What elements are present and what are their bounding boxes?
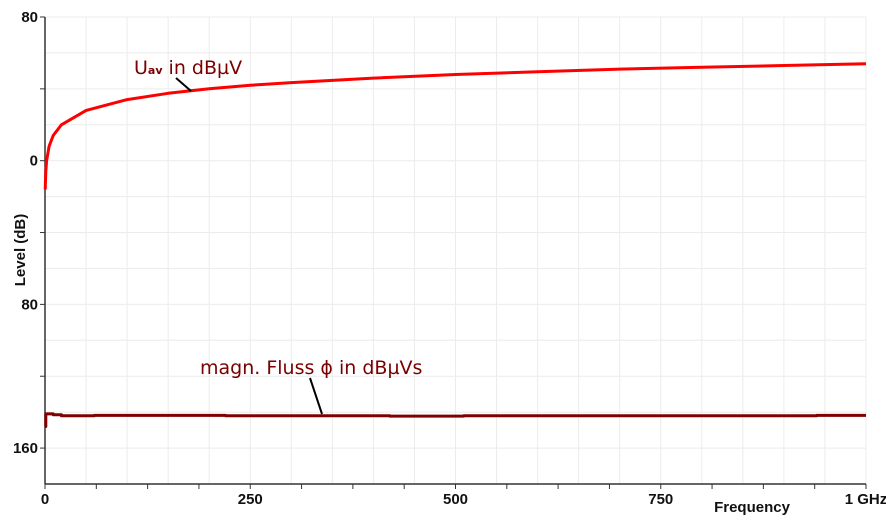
y-tick-label: 80 (21, 9, 38, 26)
x-tick-label: 500 (443, 491, 468, 508)
y-axis-label: Level (dB) (12, 214, 29, 287)
series-line (44, 412, 866, 428)
series-label-flux: magn. Fluss ϕ in dBµVs (200, 357, 422, 379)
series-line (43, 62, 867, 190)
annotation-leader (175, 77, 192, 92)
x-tick-label: 1 GHz (845, 491, 886, 508)
x-tick-label: 750 (648, 491, 673, 508)
x-tick-label: 0 (41, 491, 49, 508)
y-tick-label: 80 (21, 296, 38, 313)
x-tick-label: 250 (238, 491, 263, 508)
x-axis-label: Frequency (714, 499, 791, 516)
annotation-leader (309, 377, 323, 415)
series-label-uav: Uav in dBµV (134, 57, 242, 79)
y-tick-label: 160 (13, 440, 38, 457)
y-tick-label: 0 (30, 153, 38, 170)
